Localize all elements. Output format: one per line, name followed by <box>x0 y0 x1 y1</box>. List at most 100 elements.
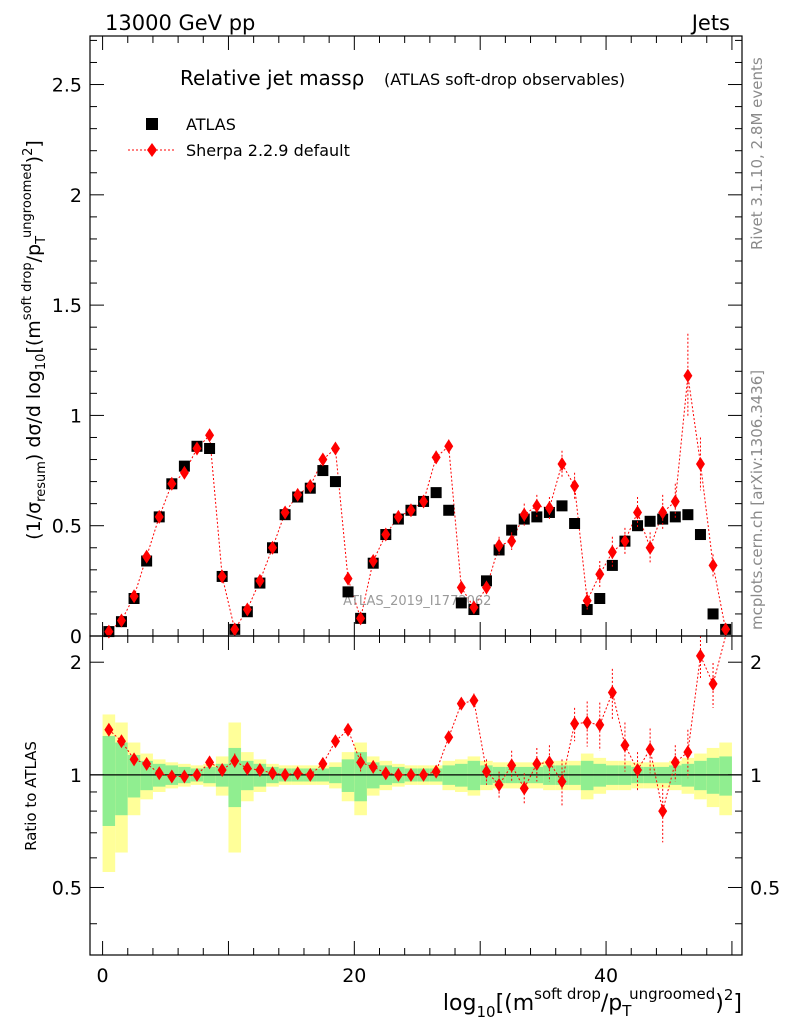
ratio-sherpa-point <box>595 717 605 732</box>
header-left: 13000 GeV pp <box>105 11 255 35</box>
atlas-point <box>204 443 216 454</box>
x-tick-label: 20 <box>342 965 366 987</box>
ratio-sherpa-point <box>444 730 454 745</box>
ratio-sherpa-point <box>481 764 491 779</box>
ratio-sherpa-point <box>532 756 542 771</box>
sherpa-point <box>670 494 680 509</box>
ratio-sherpa-point <box>167 769 177 784</box>
sherpa-point <box>708 558 718 573</box>
sherpa-point <box>683 368 693 383</box>
ratio-sherpa-point <box>393 767 403 782</box>
plot-title-main: Relative jet massρ <box>180 66 364 90</box>
sherpa-point <box>268 540 278 555</box>
atlas-point <box>430 487 442 499</box>
sherpa-point <box>381 527 391 542</box>
atlas-point <box>556 500 568 512</box>
ratio-sherpa-point <box>456 696 466 711</box>
ratio-sherpa-point <box>544 755 554 770</box>
ratio-sherpa-point <box>293 766 303 781</box>
ratio-band-inner <box>706 757 720 794</box>
sherpa-point <box>607 545 617 560</box>
ratio-sherpa-point <box>343 722 353 737</box>
ratio-band-inner <box>115 742 128 816</box>
ratio-sherpa-point <box>154 766 164 781</box>
ratio-sherpa-point <box>607 685 617 700</box>
ratio-sherpa-point <box>507 758 517 773</box>
ratio-plot: 0.5 0.51 12 20 20 40 <box>52 635 780 987</box>
rivet-info: Rivet 3.1.10, 2.8M events <box>748 57 766 250</box>
ratio-sherpa-point <box>582 715 592 730</box>
x-tick-label: 40 <box>594 965 618 987</box>
ratio-sherpa-point <box>670 755 680 770</box>
ratio-sherpa-point <box>305 767 315 782</box>
ratio-sherpa-point <box>570 716 580 731</box>
ratio-sherpa-point <box>633 763 643 778</box>
sherpa-point <box>406 503 416 518</box>
sherpa-point <box>205 428 215 443</box>
sherpa-point <box>393 509 403 524</box>
sherpa-point <box>620 534 630 549</box>
watermark: ATLAS_2019_I1772062 <box>343 594 491 609</box>
sherpa-point <box>519 507 529 522</box>
ratio-sherpa-point <box>431 764 441 779</box>
ratio-sherpa-point <box>519 781 529 796</box>
sherpa-point <box>154 509 164 524</box>
atlas-point <box>694 529 706 541</box>
atlas-point <box>569 518 581 529</box>
sherpa-point <box>293 487 303 502</box>
sherpa-point <box>167 476 177 491</box>
y-tick-label-main: 1.5 <box>52 295 82 317</box>
ratio-band-inner <box>102 736 116 826</box>
sherpa-point <box>695 456 705 471</box>
legend-sherpa-label: Sherpa 2.2.9 default <box>186 141 350 160</box>
atlas-point <box>682 509 694 521</box>
ratio-sherpa-point <box>268 766 278 781</box>
sherpa-point <box>305 479 315 493</box>
legend-atlas-label: ATLAS <box>186 115 236 134</box>
sherpa-point <box>645 540 655 555</box>
ratio-sherpa-point <box>142 756 152 771</box>
sherpa-point <box>544 501 554 516</box>
sherpa-point <box>230 622 240 637</box>
sherpa-point <box>356 611 366 626</box>
y-tick-label-ratio: 2 <box>70 652 82 674</box>
ratio-band-inner <box>719 756 732 796</box>
sherpa-point <box>255 573 265 588</box>
ratio-sherpa-point <box>242 761 252 776</box>
ratio-sherpa-point <box>205 755 215 770</box>
sherpa-point <box>469 600 479 615</box>
legend-atlas-marker <box>146 118 158 130</box>
y-axis-label-ratio: Ratio to ATLAS <box>22 741 40 851</box>
ratio-sherpa-point <box>683 745 693 760</box>
ratio-sherpa-point <box>330 734 340 749</box>
sherpa-point <box>494 538 504 553</box>
sherpa-point <box>595 567 605 582</box>
ratio-band-inner <box>467 760 481 791</box>
ratio-sherpa-point <box>116 734 126 749</box>
y-tick-label-ratio: 1 <box>70 765 82 787</box>
atlas-point <box>342 586 354 598</box>
ratio-sherpa-point <box>708 676 718 691</box>
ratio-sherpa-point <box>645 742 655 757</box>
sherpa-point <box>557 456 567 471</box>
header-right: Jets <box>690 11 730 35</box>
y-tick-label-ratio: 0.5 <box>52 877 82 899</box>
sherpa-point <box>507 534 517 549</box>
legend-sherpa-marker <box>147 143 157 157</box>
ratio-sherpa-point <box>217 763 227 778</box>
sherpa-point <box>217 569 227 584</box>
y-tick-label-ratio-right: 0.5 <box>750 877 780 899</box>
ratio-sherpa-point <box>419 767 429 782</box>
sherpa-point <box>280 505 290 520</box>
atlas-point <box>443 504 455 516</box>
sherpa-point <box>343 571 353 586</box>
x-axis-label: log10[(msoft drop/pTungroomed)2] <box>443 985 742 1021</box>
sherpa-point <box>532 498 542 513</box>
main-plot: ATLAS_2019_I1772062 0 0.5 1 1.5 2 2.5 <box>52 35 743 648</box>
atlas-point <box>317 465 329 477</box>
sherpa-point <box>570 479 580 493</box>
ratio-sherpa-point <box>255 763 265 778</box>
ratio-sherpa-point <box>695 648 705 663</box>
ratio-sherpa-point <box>469 693 479 708</box>
